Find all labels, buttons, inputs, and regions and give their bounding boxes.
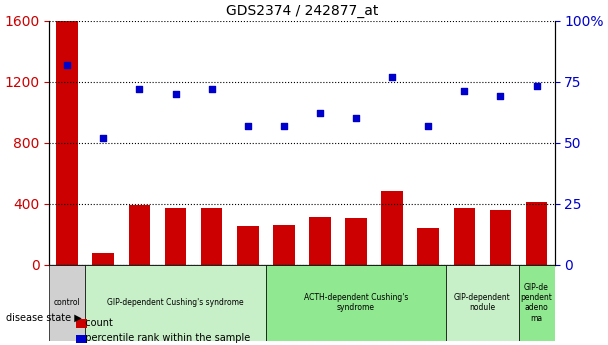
Text: control: control [54, 298, 81, 307]
Point [207, 86, 216, 92]
Point [423, 123, 433, 128]
Text: count: count [79, 318, 113, 327]
Point [171, 91, 181, 97]
Bar [526, 202, 547, 265]
Text: GIP-de
pendent
adeno
ma: GIP-de pendent adeno ma [520, 283, 553, 323]
Bar [128, 205, 150, 265]
Bar [57, 21, 78, 265]
Point [496, 93, 505, 99]
Bar [418, 228, 439, 265]
Point [351, 116, 361, 121]
Point [531, 84, 541, 89]
Title: GDS2374 / 242877_at: GDS2374 / 242877_at [226, 4, 378, 18]
Bar [92, 253, 114, 265]
Text: percentile rank within the sample: percentile rank within the sample [79, 333, 250, 343]
Bar [201, 208, 223, 265]
FancyBboxPatch shape [49, 265, 85, 341]
Point [134, 86, 144, 92]
Text: GIP-dependent
nodule: GIP-dependent nodule [454, 293, 511, 313]
Point [243, 123, 252, 128]
FancyBboxPatch shape [85, 265, 266, 341]
Bar [237, 226, 258, 265]
Bar [345, 218, 367, 265]
FancyBboxPatch shape [266, 265, 446, 341]
Text: ACTH-dependent Cushing's
syndrome: ACTH-dependent Cushing's syndrome [304, 293, 408, 313]
Point [63, 62, 72, 67]
FancyBboxPatch shape [519, 265, 554, 341]
Bar [381, 191, 403, 265]
Point [460, 89, 469, 94]
Text: disease state ▶: disease state ▶ [6, 313, 82, 322]
Text: GIP-dependent Cushing's syndrome: GIP-dependent Cushing's syndrome [107, 298, 244, 307]
FancyBboxPatch shape [446, 265, 519, 341]
Bar [309, 217, 331, 265]
Point [279, 123, 289, 128]
Bar [165, 208, 186, 265]
Point [387, 74, 397, 79]
Point [98, 135, 108, 140]
Bar [454, 208, 475, 265]
Bar [273, 225, 295, 265]
Bar [489, 210, 511, 265]
Point [315, 110, 325, 116]
